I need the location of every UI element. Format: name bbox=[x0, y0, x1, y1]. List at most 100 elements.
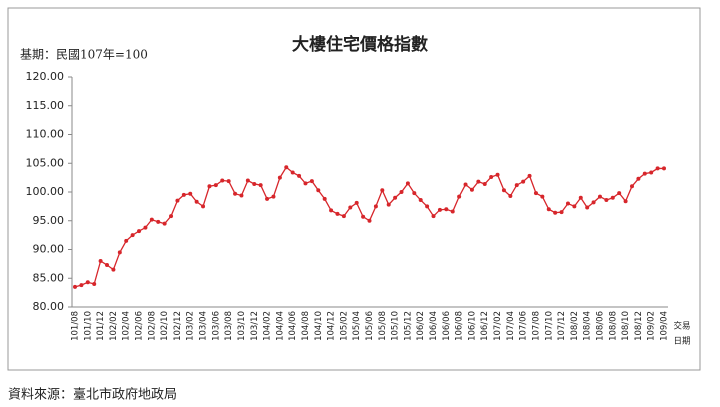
x-tick-label: 103/08 bbox=[224, 311, 234, 341]
x-tick-label: 106/08 bbox=[455, 311, 465, 341]
x-tick-label: 106/12 bbox=[480, 311, 490, 341]
x-tick-label: 105/10 bbox=[391, 311, 401, 341]
x-tick-label: 108/12 bbox=[634, 311, 644, 341]
data-point bbox=[380, 188, 385, 193]
data-point bbox=[476, 179, 481, 184]
x-tick-label: 108/08 bbox=[608, 311, 618, 341]
x-tick-label: 106/02 bbox=[416, 311, 426, 341]
y-tick-label: 85.00 bbox=[33, 271, 65, 284]
data-point bbox=[617, 191, 622, 196]
data-point bbox=[623, 199, 628, 204]
data-point bbox=[169, 214, 174, 219]
y-tick-label: 80.00 bbox=[33, 300, 65, 313]
data-point bbox=[181, 192, 186, 197]
data-point bbox=[559, 210, 564, 215]
chart-title: 大樓住宅價格指數 bbox=[292, 34, 428, 55]
x-tick-label: 104/02 bbox=[263, 311, 273, 341]
data-point bbox=[373, 204, 378, 209]
x-tick-label: 107/08 bbox=[531, 311, 541, 341]
y-tick-label: 95.00 bbox=[33, 214, 65, 227]
x-tick-label: 108/02 bbox=[570, 311, 580, 341]
y-tick-label: 90.00 bbox=[33, 243, 65, 256]
data-point bbox=[175, 198, 180, 203]
data-point bbox=[393, 195, 398, 200]
x-tick-label: 107/02 bbox=[493, 311, 503, 341]
x-tick-label: 101/08 bbox=[71, 311, 81, 341]
x-tick-label: 105/08 bbox=[378, 311, 388, 341]
data-point bbox=[361, 214, 366, 219]
data-point bbox=[565, 201, 570, 206]
data-point bbox=[105, 263, 110, 268]
x-tick-label: 104/04 bbox=[275, 311, 285, 341]
x-tick-label: 102/02 bbox=[109, 311, 119, 341]
data-point bbox=[469, 187, 474, 192]
data-point bbox=[585, 205, 590, 210]
data-point bbox=[137, 229, 142, 234]
chart-frame bbox=[7, 7, 701, 371]
data-point bbox=[508, 194, 513, 199]
data-point bbox=[226, 179, 231, 184]
data-point bbox=[322, 196, 327, 201]
data-point bbox=[297, 173, 302, 178]
x-tick-label: 102/04 bbox=[122, 311, 132, 341]
data-point bbox=[501, 188, 506, 193]
x-axis-label: 交易 bbox=[673, 321, 690, 332]
data-point bbox=[450, 209, 455, 214]
data-point bbox=[649, 170, 654, 175]
data-point bbox=[309, 179, 314, 184]
data-point bbox=[354, 200, 359, 205]
data-point bbox=[540, 194, 545, 199]
data-point bbox=[213, 183, 218, 188]
data-point bbox=[252, 181, 257, 186]
data-point bbox=[156, 219, 161, 224]
x-axis-label: 日期 bbox=[673, 337, 690, 347]
data-point bbox=[636, 176, 641, 181]
x-tick-label: 101/12 bbox=[96, 311, 106, 341]
x-tick-label: 107/06 bbox=[519, 311, 529, 341]
x-tick-label: 105/12 bbox=[403, 311, 413, 341]
data-point bbox=[405, 181, 410, 186]
x-tick-label: 103/04 bbox=[199, 311, 209, 341]
data-point bbox=[124, 238, 129, 243]
data-point bbox=[629, 184, 634, 189]
source-note: 資料來源：臺北市政府地政局 bbox=[8, 387, 177, 403]
data-point bbox=[437, 207, 442, 212]
data-point bbox=[79, 283, 84, 288]
data-point bbox=[201, 204, 206, 209]
data-point bbox=[553, 210, 558, 215]
data-point bbox=[533, 191, 538, 196]
data-point bbox=[335, 211, 340, 216]
data-point bbox=[130, 233, 135, 238]
data-point bbox=[489, 175, 494, 180]
data-point bbox=[418, 198, 423, 203]
data-point bbox=[245, 178, 250, 183]
data-point bbox=[444, 207, 449, 212]
data-point bbox=[425, 204, 430, 209]
x-tick-label: 105/02 bbox=[339, 311, 349, 341]
data-point bbox=[194, 199, 199, 204]
data-point bbox=[591, 200, 596, 205]
x-tick-label: 107/12 bbox=[557, 311, 567, 341]
x-tick-label: 101/10 bbox=[83, 311, 93, 341]
x-tick-label: 108/06 bbox=[595, 311, 605, 341]
data-point bbox=[457, 194, 462, 199]
x-tick-label: 102/08 bbox=[147, 311, 157, 341]
data-point bbox=[495, 172, 500, 177]
data-point bbox=[348, 205, 353, 210]
x-tick-label: 108/10 bbox=[621, 311, 631, 341]
x-tick-label: 105/06 bbox=[365, 311, 375, 341]
data-point bbox=[662, 166, 666, 171]
data-point bbox=[482, 181, 487, 186]
data-point bbox=[162, 221, 167, 226]
y-tick-label: 105.00 bbox=[26, 156, 65, 169]
data-line bbox=[74, 166, 664, 288]
y-tick-label: 100.00 bbox=[26, 185, 65, 198]
data-point bbox=[188, 191, 193, 196]
data-point bbox=[399, 190, 404, 194]
x-tick-label: 103/12 bbox=[250, 311, 260, 341]
x-tick-label: 106/06 bbox=[442, 311, 452, 341]
data-point bbox=[329, 208, 334, 213]
data-point bbox=[367, 218, 372, 223]
